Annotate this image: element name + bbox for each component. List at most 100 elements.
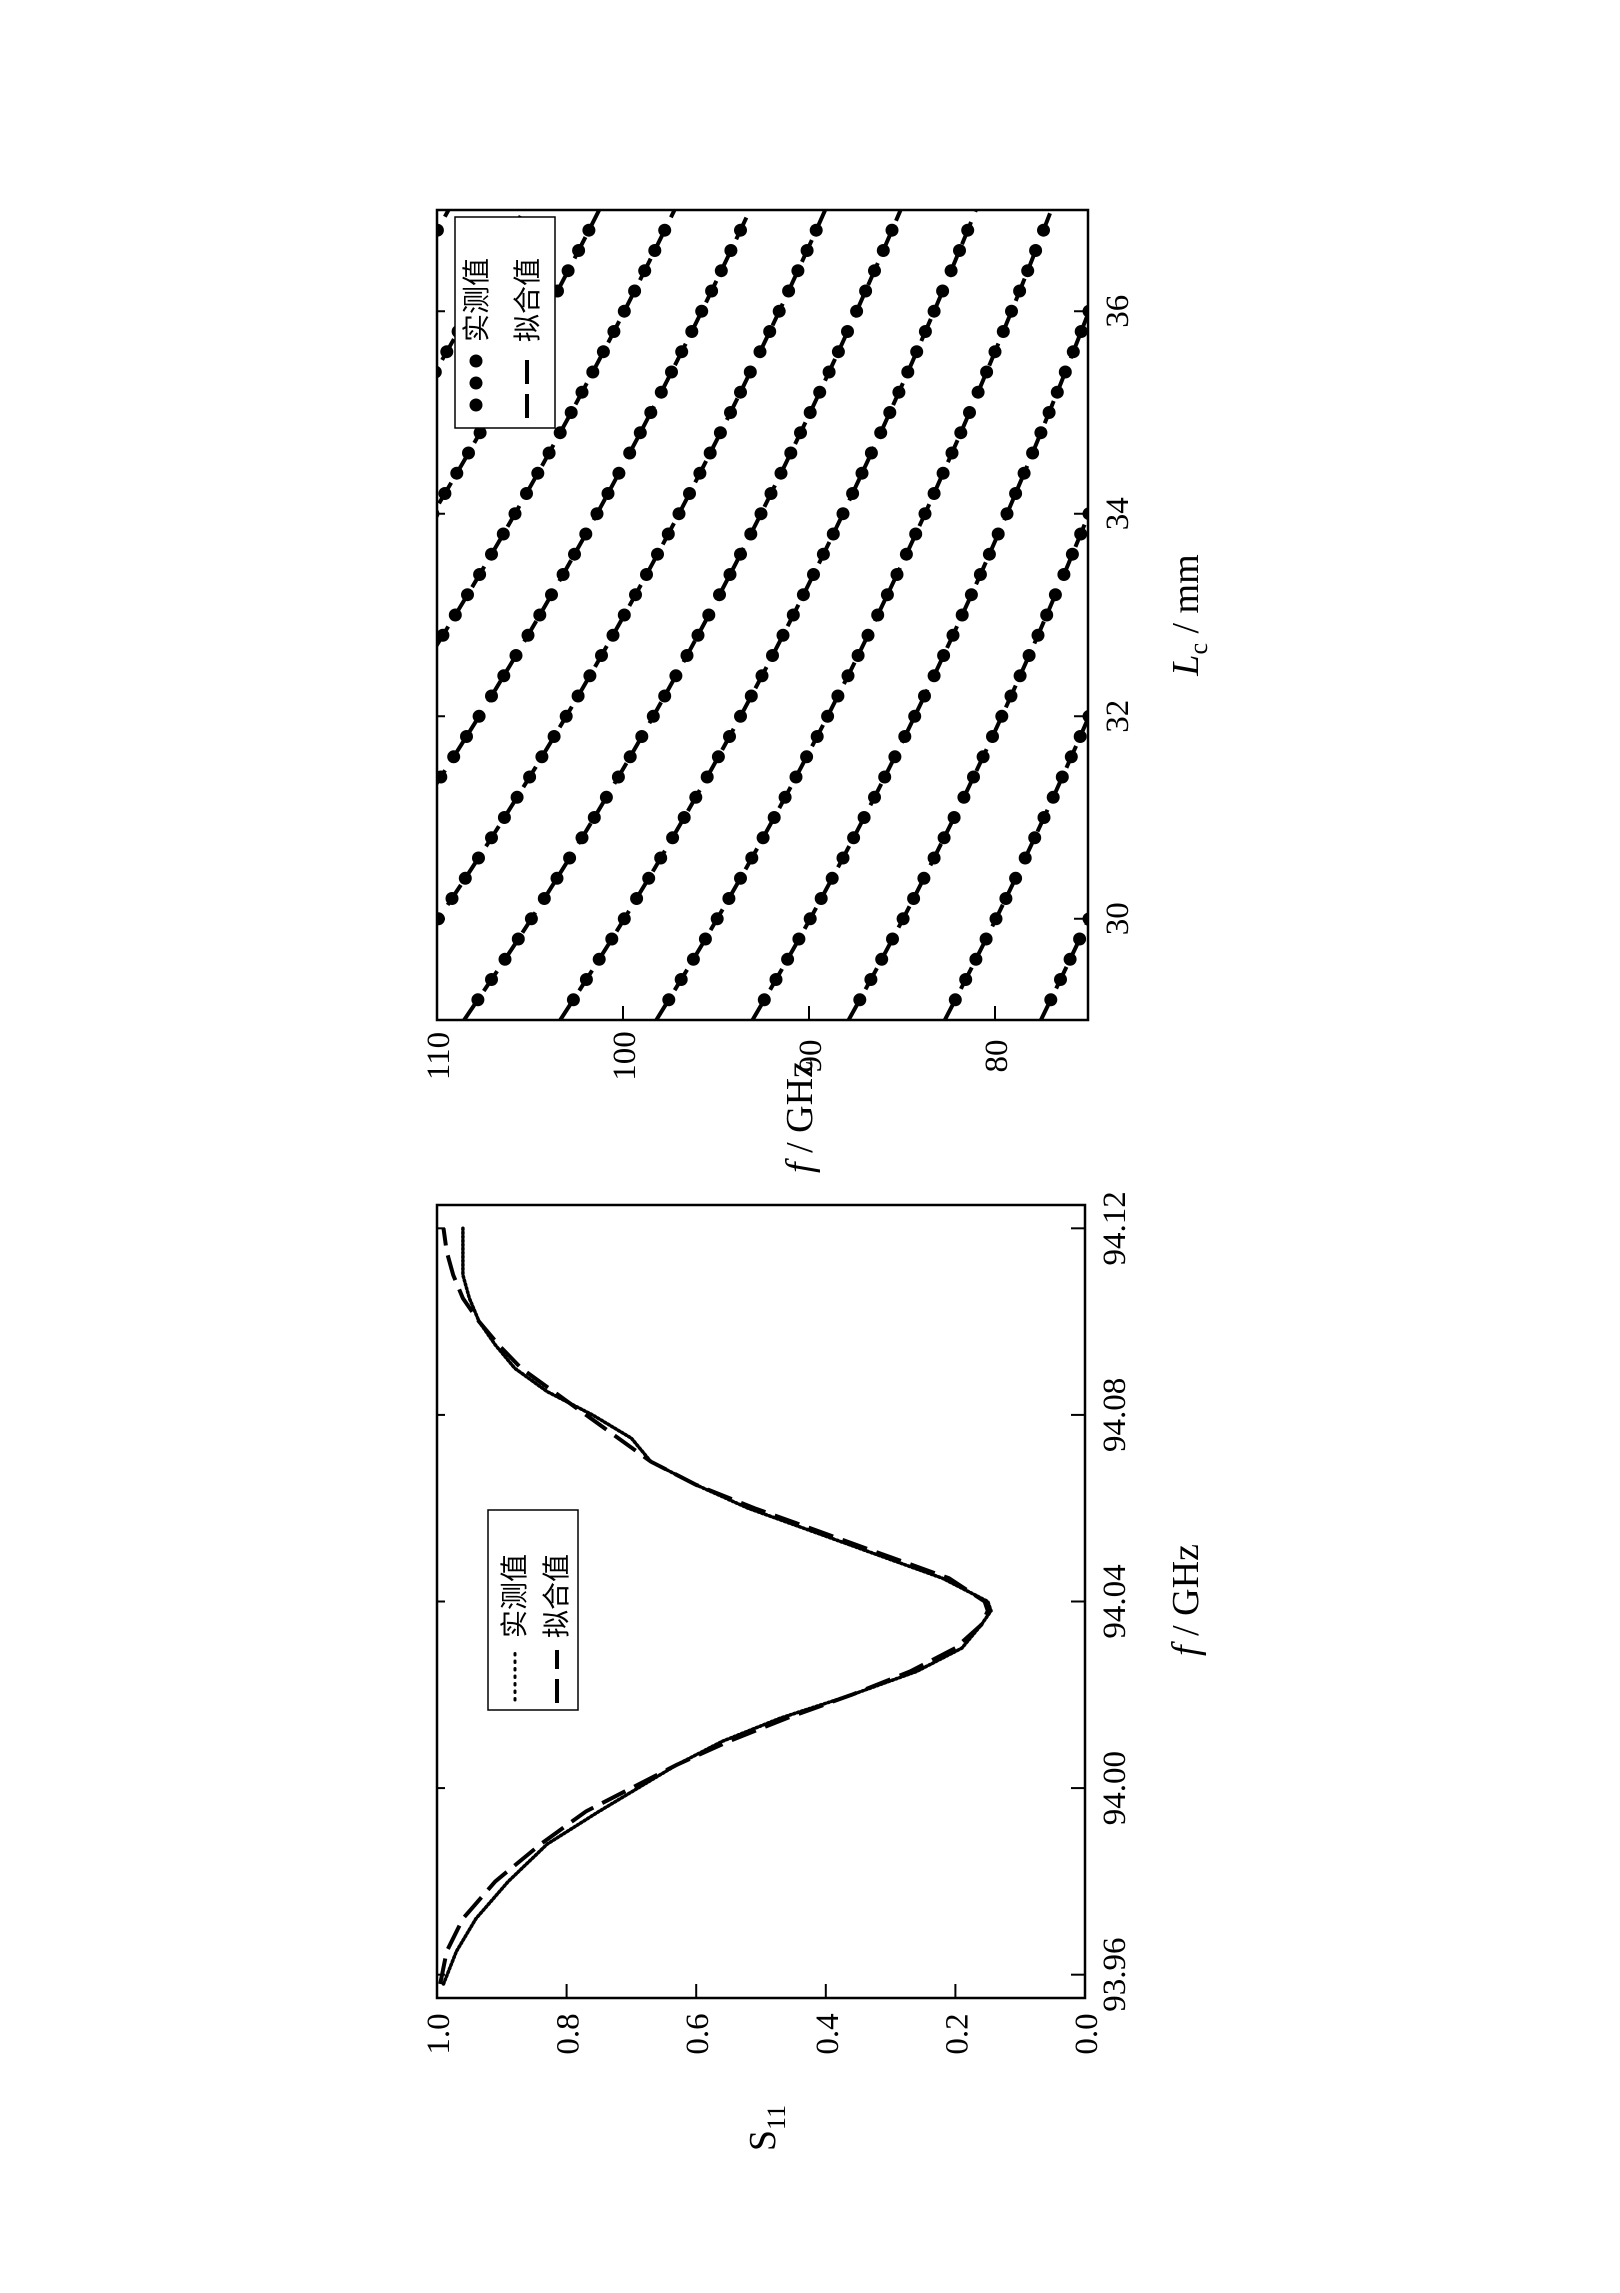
mode-measured-point [868, 264, 881, 278]
mode-measured-point [685, 325, 699, 338]
mode-measured-point [617, 304, 631, 318]
s11-x-tick-label: 94.00 [1097, 1751, 1133, 1825]
mode-measured-point [579, 527, 593, 541]
s11-y-axis-title: S11 [742, 2105, 791, 2151]
mode-measured-point [794, 426, 807, 440]
mode-measured-point [592, 952, 606, 966]
mode-measured-point [883, 406, 897, 419]
mode-measured-point [841, 669, 855, 683]
mode-measured-point [617, 912, 631, 926]
mode-measured-point [1029, 244, 1043, 257]
mode-measured-point [498, 952, 512, 966]
mode-measured-point [944, 264, 958, 278]
mode-measured-point [462, 446, 475, 460]
mode-measured-point [601, 487, 615, 500]
mode-measured-point [658, 223, 672, 237]
mode-measured-point [784, 446, 798, 460]
mode-measured-point [1057, 568, 1071, 581]
mode-measured-point [595, 649, 608, 662]
mode-measured-point [763, 325, 777, 338]
mode-measured-point [791, 264, 805, 278]
mode-measured-point [918, 507, 932, 521]
mode-measured-point [629, 588, 642, 602]
mode-measured-point [564, 406, 578, 419]
mode-measured-point [447, 750, 461, 764]
mode-measured-point [693, 466, 707, 480]
mode-fit-line [437, 210, 526, 373]
mode-measured-point [1064, 750, 1078, 764]
mode-measured-point [575, 385, 589, 399]
mode-measured-point [703, 446, 717, 460]
mode-measured-point [642, 871, 656, 885]
s11-y-tick-label: 0.0 [1069, 2013, 1105, 2054]
mode-measured-point [700, 770, 714, 784]
mode-measured-point [853, 993, 867, 1007]
mode-measured-point [971, 385, 985, 399]
mode-measured-point [605, 932, 619, 946]
mode-measured-point [986, 730, 999, 743]
mode-measured-point [745, 851, 759, 865]
mode-measured-point [757, 993, 771, 1007]
mode-measured-point [888, 750, 902, 764]
mode-measured-point [535, 750, 549, 764]
mode-measured-point [953, 244, 966, 257]
mode-measured-point [907, 892, 921, 905]
mode-measured-point [1021, 264, 1035, 278]
mode-measured-point [734, 385, 747, 399]
mode-measured-point [807, 568, 820, 581]
mode-measured-point [880, 588, 894, 602]
mode-measured-point [450, 466, 464, 480]
mode-measured-point [955, 608, 969, 622]
mode-measured-point [756, 831, 770, 845]
mode-measured-point [658, 689, 672, 703]
mode-measured-point [448, 608, 462, 622]
mode-measured-point [485, 831, 498, 845]
mode-measured-point [572, 244, 586, 257]
mode-measured-point [1000, 507, 1014, 521]
mode-measured-point [556, 568, 570, 581]
mode-measured-point [754, 507, 768, 521]
mode-measured-point [1018, 851, 1032, 865]
mode-measured-point [714, 264, 728, 278]
mode-fit-line [943, 713, 1088, 1020]
mode-measured-point [485, 547, 498, 561]
s11-legend: 实测值 拟合值 [487, 1509, 579, 1711]
mode-measured-point [582, 223, 596, 237]
mode-measured-point [861, 628, 875, 642]
s11-y-tick-label: 0.4 [810, 2013, 846, 2054]
mode-measured-point [497, 669, 511, 683]
s11-x-tick-label: 94.04 [1097, 1564, 1133, 1638]
mode-x-tick-label: 34 [1100, 497, 1136, 530]
mode-measured-point [437, 628, 450, 642]
mode-measured-point [989, 912, 1003, 926]
mode-measured-point [871, 608, 885, 622]
mode-measured-point [814, 892, 828, 905]
mode-measured-point [1082, 912, 1088, 926]
s11-x-axis-title: f / GHz [1165, 1544, 1207, 1656]
mode-measured-point [596, 345, 610, 359]
mode-measured-point [789, 770, 803, 784]
mode-measured-point [628, 284, 642, 298]
mode-measured-point [847, 831, 861, 845]
mode-measured-point [947, 811, 961, 824]
s11-series [438, 1226, 993, 1986]
mode-measured-point [875, 952, 889, 966]
mode-measured-point [646, 709, 660, 723]
mode-legend-marker-1 [469, 398, 483, 412]
mode-measured-point [743, 365, 757, 379]
mode-measured-point [890, 568, 904, 581]
mode-measured-point [1013, 669, 1027, 683]
mode-measured-point [1034, 426, 1048, 440]
mode-measured-point [910, 345, 924, 359]
mode-measured-point [876, 244, 890, 257]
mode-measured-point [665, 365, 678, 379]
mode-measured-point [638, 264, 652, 278]
mode-measured-point [778, 790, 792, 804]
mode-measured-point [1037, 223, 1050, 237]
mode-measured-point [781, 952, 795, 966]
mode-measured-point [744, 689, 758, 703]
mode-fit-line [750, 308, 1088, 1020]
mode-measured-point [674, 973, 688, 986]
mode-measured-point [686, 952, 700, 966]
mode-x-axis-title: Lc / mm [1165, 554, 1213, 676]
